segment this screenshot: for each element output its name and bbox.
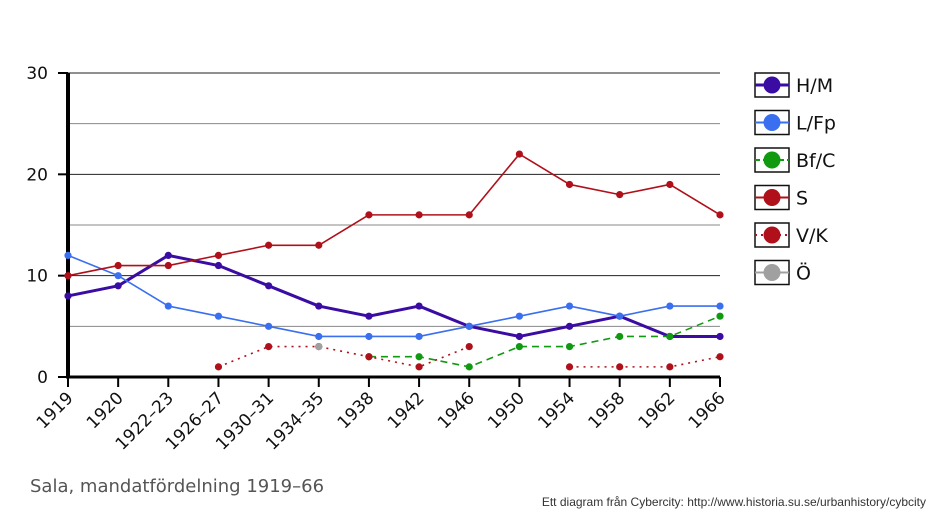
data-point [666, 363, 674, 371]
data-point [515, 150, 523, 158]
x-tick-label: 1920 [83, 388, 128, 433]
data-point [716, 312, 724, 320]
legend-marker [763, 76, 781, 94]
data-point [465, 363, 473, 371]
data-point [64, 251, 72, 259]
data-point [315, 302, 323, 310]
series-line [218, 345, 470, 368]
data-point [114, 272, 122, 280]
legend-label: L/Fp [796, 113, 836, 135]
data-point [114, 282, 122, 290]
data-point [164, 251, 172, 259]
x-tick-label: 1962 [635, 388, 680, 433]
legend: H/M L/Fp Bf/C S V/K Ö [754, 72, 836, 286]
data-point [666, 332, 674, 341]
data-point [214, 363, 223, 371]
data-point [114, 261, 122, 270]
data-point [64, 292, 72, 300]
data-point [565, 322, 574, 330]
x-tick-label: 1919 [33, 388, 78, 433]
data-point [415, 332, 423, 341]
data-point [365, 332, 373, 341]
data-point [365, 353, 373, 361]
data-point [716, 211, 724, 219]
series-line [67, 254, 720, 338]
legend-label: Bf/C [796, 150, 835, 172]
y-tick-label: 20 [26, 165, 48, 185]
y-axis-ticks: 0 10 20 30 [26, 64, 68, 388]
source-credit: Ett diagram från Cybercity: http://www.h… [541, 495, 926, 509]
data-point [616, 312, 624, 320]
data-point [616, 363, 624, 371]
series-line [67, 153, 721, 277]
data-point [415, 302, 423, 310]
data-point [465, 322, 473, 330]
x-tick-label: 1942 [384, 388, 429, 433]
data-point [164, 302, 172, 310]
data-point [515, 312, 523, 320]
x-tick-label: 1938 [334, 388, 379, 433]
y-tick-label: 0 [37, 368, 48, 388]
y-tick-label: 30 [26, 64, 48, 84]
chart-caption: Sala, mandatfördelning 1919–66 [30, 476, 325, 497]
legend-label: H/M [796, 75, 833, 97]
legend-marker [763, 226, 781, 244]
data-point [315, 343, 323, 351]
data-point [415, 353, 423, 361]
axes [66, 73, 720, 379]
data-point [565, 180, 574, 189]
data-point [465, 211, 473, 219]
legend-marker [763, 189, 781, 206]
x-tick-label: 1966 [685, 388, 730, 433]
data-point [214, 251, 223, 259]
data-point [365, 312, 373, 320]
data-point [616, 191, 624, 199]
legend-label: Ö [796, 262, 811, 285]
legend-marker [763, 151, 781, 169]
x-tick-label: 1958 [584, 388, 629, 433]
data-point [265, 343, 273, 351]
x-tick-label: 1950 [484, 388, 529, 433]
data-point [365, 211, 373, 219]
series-line [67, 253, 720, 338]
series-lines [67, 153, 721, 368]
legend-marker [763, 264, 781, 281]
data-point [315, 332, 323, 341]
data-point [565, 302, 574, 310]
series-points [64, 150, 724, 371]
grid-lines [68, 72, 720, 327]
x-tick-label: 1946 [434, 388, 479, 433]
data-point [666, 302, 674, 310]
data-point [214, 261, 223, 270]
data-point [716, 332, 724, 341]
data-point [214, 312, 223, 320]
data-point [515, 343, 523, 351]
legend-marker [763, 114, 781, 131]
data-point [716, 353, 724, 361]
data-point [164, 261, 172, 270]
data-point [64, 272, 72, 280]
data-point [265, 241, 273, 249]
data-point [515, 332, 523, 341]
data-point [265, 322, 273, 330]
data-point [415, 211, 423, 219]
data-point [415, 363, 423, 371]
y-tick-label: 10 [26, 267, 48, 287]
series-line [569, 355, 721, 368]
legend-label: V/K [796, 225, 828, 247]
data-point [565, 363, 574, 371]
data-point [465, 343, 473, 351]
legend-label: S [796, 188, 808, 210]
x-tick-label: 1954 [534, 388, 579, 433]
data-point [616, 332, 624, 341]
series-line [368, 315, 721, 368]
data-point [565, 343, 574, 351]
data-point [315, 241, 323, 249]
data-point [666, 180, 674, 189]
data-point [265, 282, 273, 290]
data-point [716, 302, 724, 310]
